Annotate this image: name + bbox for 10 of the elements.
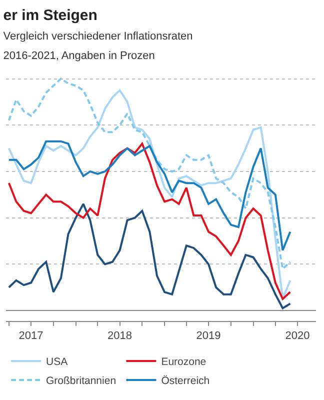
legend-label: Großbritannien xyxy=(46,375,116,388)
legend-label: Österreich xyxy=(161,375,210,388)
chart-title: er im Steigen xyxy=(3,7,98,24)
legend-label: USA xyxy=(46,356,68,368)
chart-subtitle: Vergleich verschiedener Inflationsraten 2016-2021, Angaben in Prozen xyxy=(3,30,193,62)
x-tick-label: 2017 xyxy=(18,330,44,342)
x-tick-label: 2020 xyxy=(285,330,310,342)
x-tick-label: 2018 xyxy=(108,330,132,342)
legend-label: Eurozone xyxy=(161,356,206,368)
x-tick-label: 2019 xyxy=(196,330,221,342)
